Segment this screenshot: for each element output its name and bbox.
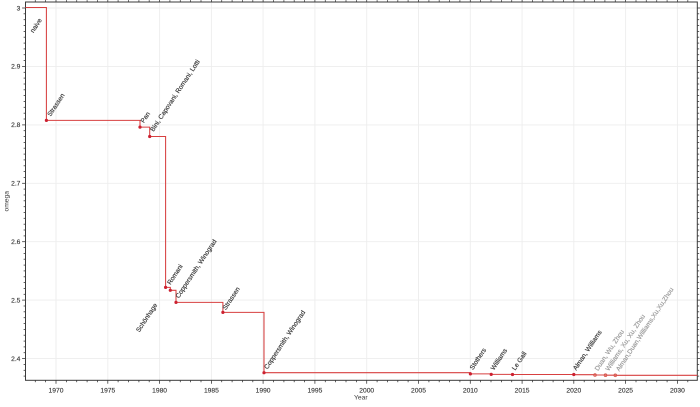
svg-text:2025: 2025 <box>618 388 633 395</box>
svg-text:2000: 2000 <box>359 388 374 395</box>
svg-text:2020: 2020 <box>566 388 581 395</box>
svg-text:2.6: 2.6 <box>11 239 21 246</box>
svg-text:2015: 2015 <box>515 388 530 395</box>
svg-text:omega: omega <box>3 191 10 212</box>
svg-text:1970: 1970 <box>49 388 64 395</box>
svg-text:1990: 1990 <box>256 388 271 395</box>
svg-text:1980: 1980 <box>152 388 167 395</box>
svg-text:2.9: 2.9 <box>11 64 21 71</box>
svg-text:2010: 2010 <box>463 388 478 395</box>
svg-text:1985: 1985 <box>204 388 219 395</box>
svg-text:2.4: 2.4 <box>11 356 21 363</box>
svg-text:2030: 2030 <box>670 388 685 395</box>
svg-text:2005: 2005 <box>411 388 426 395</box>
svg-text:2.7: 2.7 <box>11 181 21 188</box>
svg-text:2.8: 2.8 <box>11 122 21 129</box>
svg-text:Year: Year <box>354 395 368 402</box>
svg-text:3: 3 <box>17 5 21 12</box>
svg-text:1975: 1975 <box>100 388 115 395</box>
svg-text:1995: 1995 <box>307 388 322 395</box>
svg-text:2.5: 2.5 <box>11 297 21 304</box>
